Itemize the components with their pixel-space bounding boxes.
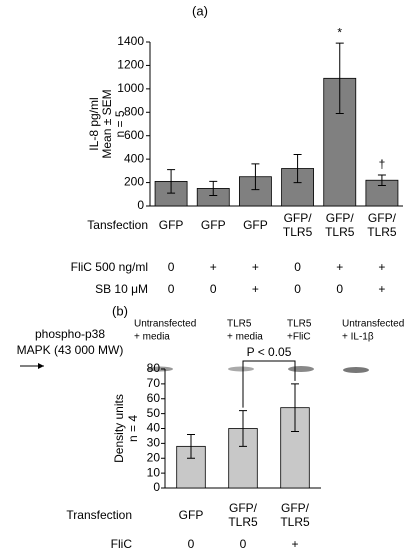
y-tick-label: 40 [147, 421, 161, 435]
row-cell: 0 [168, 260, 175, 274]
y-tick-label: 80 [147, 361, 161, 375]
y-tick-label: 1200 [117, 58, 144, 72]
row-cell: + [252, 260, 259, 274]
y-tick-label: 60 [147, 391, 161, 405]
row-cell: + [210, 260, 217, 274]
y-tick-label: 800 [124, 104, 144, 118]
blot-band [228, 366, 254, 372]
row-cell: 0 [210, 282, 217, 296]
y-tick-label: 70 [147, 376, 161, 390]
blot-lane-label: TLR5 [287, 319, 312, 330]
significance-bracket [242, 360, 296, 408]
y-tick-label: 600 [124, 128, 144, 142]
y-axis-label: Density units [112, 394, 126, 463]
y-axis-label: n = 4 [126, 415, 140, 442]
row-cell: + [336, 260, 343, 274]
row-cell: + [378, 260, 385, 274]
y-tick-label: 50 [147, 406, 161, 420]
row-label: SB 10 μM [95, 282, 148, 296]
blot-target-label: phospho-p38 [35, 327, 105, 341]
row-cell: 0 [168, 282, 175, 296]
blot-lane-label: +FliC [287, 332, 311, 343]
category-label: TLR5 [228, 515, 258, 529]
category-label: GFP [201, 218, 226, 232]
row-label: FliC 500 ng/ml [71, 260, 148, 274]
row-cell: 0 [294, 260, 301, 274]
y-tick-label: 10 [147, 465, 161, 479]
blot-lane-label: Untransfected [342, 319, 404, 330]
error-bar [335, 42, 344, 114]
panel-label: (b) [112, 303, 128, 318]
row-cell: + [378, 282, 385, 296]
y-tick-label: 0 [153, 480, 160, 494]
row-cell: + [252, 282, 259, 296]
y-tick-label: 400 [124, 151, 144, 165]
row-label: Tansfection [87, 218, 148, 232]
row-cell: 0 [188, 537, 195, 551]
row-label: FliC [111, 537, 133, 551]
row-label: Transfection [66, 508, 132, 522]
y-tick-label: 200 [124, 175, 144, 189]
category-label: TLR5 [280, 515, 310, 529]
category-label: GFP [159, 218, 184, 232]
blot-lane-label: TLR5 [227, 319, 252, 330]
error-bar [377, 174, 386, 186]
y-axis-label: Mean ± SEM [100, 89, 114, 158]
category-label: GFP/ [284, 211, 313, 225]
error-bar [239, 410, 247, 447]
category-label: TLR5 [283, 225, 313, 239]
error-bar [187, 433, 195, 459]
y-tick-label: 0 [137, 198, 144, 212]
category-label: GFP/ [229, 501, 258, 515]
category-label: GFP/ [326, 211, 355, 225]
error-bar [209, 180, 218, 196]
category-label: GFP/ [368, 211, 397, 225]
row-cell: 0 [240, 537, 247, 551]
blot-band [288, 366, 314, 372]
blot-band [147, 366, 173, 372]
blot-target-label: MAPK (43 000 MW) [17, 343, 124, 357]
y-tick-label: 30 [147, 436, 161, 450]
significance-mark: * [337, 25, 342, 39]
category-label: TLR5 [325, 225, 355, 239]
category-label: GFP [179, 508, 204, 522]
blot-lane-label: + IL-1β [342, 332, 374, 343]
blot-arrow-head [38, 363, 44, 369]
error-bar [167, 169, 176, 194]
y-axis-label: IL-8 pg/ml [87, 97, 101, 150]
error-bar [291, 383, 299, 432]
panel-label: (a) [192, 3, 208, 18]
blot-lane-label: Untransfected [134, 319, 196, 330]
category-label: TLR5 [367, 225, 397, 239]
category-label: GFP/ [281, 501, 310, 515]
error-bar [293, 153, 302, 184]
y-axis-label: n = 5 [113, 110, 127, 137]
row-cell: + [291, 537, 298, 551]
error-bar [251, 163, 260, 191]
blot-lane-label: + media [134, 332, 170, 343]
row-cell: 0 [294, 282, 301, 296]
row-cell: 0 [336, 282, 343, 296]
category-label: GFP [243, 218, 268, 232]
significance-text: P < 0.05 [247, 345, 292, 359]
y-tick-label: 1400 [117, 34, 144, 48]
blot-lane-label: + media [227, 332, 263, 343]
blot-band [343, 367, 369, 373]
significance-mark: † [379, 157, 386, 171]
y-tick-label: 20 [147, 450, 161, 464]
y-tick-label: 1000 [117, 81, 144, 95]
